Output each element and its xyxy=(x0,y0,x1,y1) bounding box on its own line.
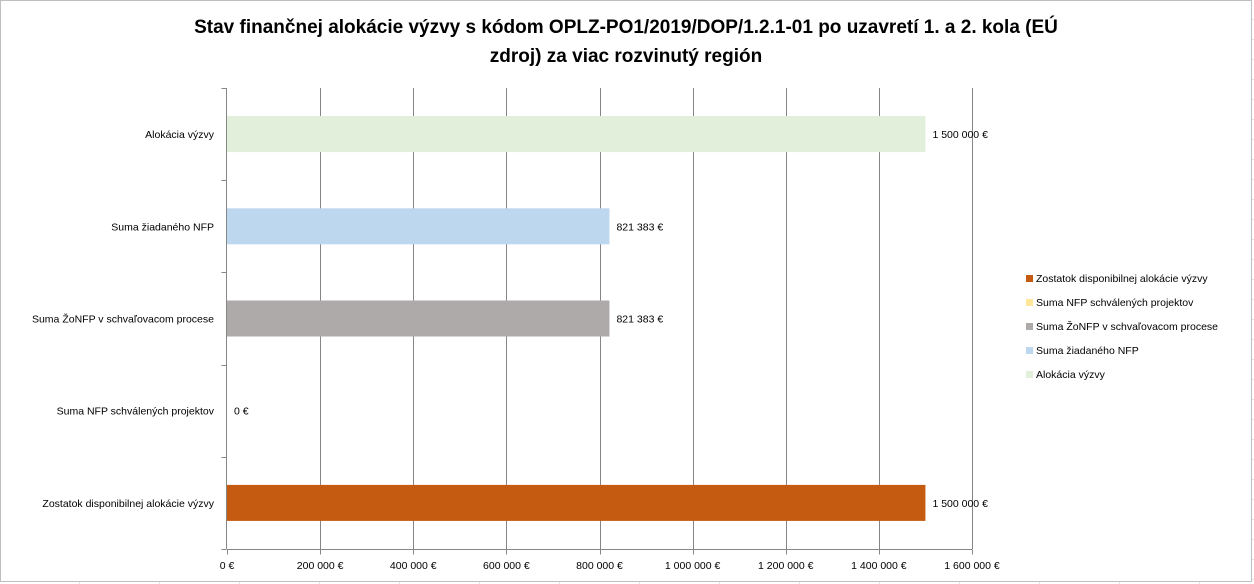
category-label: Alokácia výzvy xyxy=(145,129,215,141)
category-label: Suma ŽoNFP v schvaľovacom procese xyxy=(32,313,214,326)
legend-label: Suma žiadaného NFP xyxy=(1036,345,1139,357)
chart-title: Stav finančnej alokácie výzvy s kódom OP… xyxy=(1,13,1251,71)
bar xyxy=(227,300,610,337)
category-label: Suma NFP schválených projektov xyxy=(57,406,215,418)
legend-item: Suma ŽoNFP v schvaľovacom procese xyxy=(1026,319,1248,335)
legend-swatch-icon xyxy=(1026,299,1033,306)
data-label: 821 383 € xyxy=(616,314,663,326)
x-tick-label: 800 000 € xyxy=(576,560,623,572)
x-tick-label: 1 200 000 € xyxy=(758,560,814,572)
data-label: 821 383 € xyxy=(616,221,663,233)
data-label: 1 500 000 € xyxy=(932,498,988,510)
x-tick-label: 1 000 000 € xyxy=(665,560,721,572)
legend-item: Zostatok disponibilnej alokácie výzvy xyxy=(1026,271,1248,287)
legend-swatch-icon xyxy=(1026,347,1033,354)
x-tick-label: 600 000 € xyxy=(483,560,530,572)
legend-label: Suma NFP schválených projektov xyxy=(1036,297,1194,309)
labels: 0 € 200 000 € 400 000 € 600 000 € 800 000 € 1… xyxy=(32,129,1000,572)
x-tick-label: 1 600 000 € xyxy=(944,560,1000,572)
data-label: 0 € xyxy=(234,406,249,418)
legend-label: Suma ŽoNFP v schvaľovacom procese xyxy=(1036,321,1219,333)
category-label: Zostatok disponibilnej alokácie výzvy xyxy=(42,498,214,510)
x-tick-label: 400 000 € xyxy=(390,560,437,572)
legend-item: Suma žiadaného NFP xyxy=(1026,343,1248,359)
bars xyxy=(227,116,926,521)
x-tick-label: 200 000 € xyxy=(297,560,344,572)
category-label: Suma žiadaného NFP xyxy=(111,221,214,233)
legend-label: Zostatok disponibilnej alokácie výzvy xyxy=(1036,273,1208,285)
x-tick-label: 0 € xyxy=(220,560,235,572)
bar xyxy=(227,116,926,153)
legend-item: Alokácia výzvy xyxy=(1026,367,1248,383)
chart-title-line-1: Stav finančnej alokácie výzvy s kódom OP… xyxy=(194,17,1058,38)
chart-legend: Zostatok disponibilnej alokácie výzvy Su… xyxy=(1026,271,1248,391)
legend-swatch-icon xyxy=(1026,371,1033,378)
legend-item: Suma NFP schválených projektov xyxy=(1026,295,1248,311)
axes xyxy=(221,88,973,555)
legend-swatch-icon xyxy=(1026,323,1033,330)
bar xyxy=(227,484,926,521)
legend-label: Alokácia výzvy xyxy=(1036,369,1105,381)
bar xyxy=(227,208,610,245)
chart-title-line-2: zdroj) za viac rozvinutý región xyxy=(489,46,763,67)
data-label: 1 500 000 € xyxy=(932,129,988,141)
legend-swatch-icon xyxy=(1026,275,1033,282)
x-tick-label: 1 400 000 € xyxy=(851,560,907,572)
